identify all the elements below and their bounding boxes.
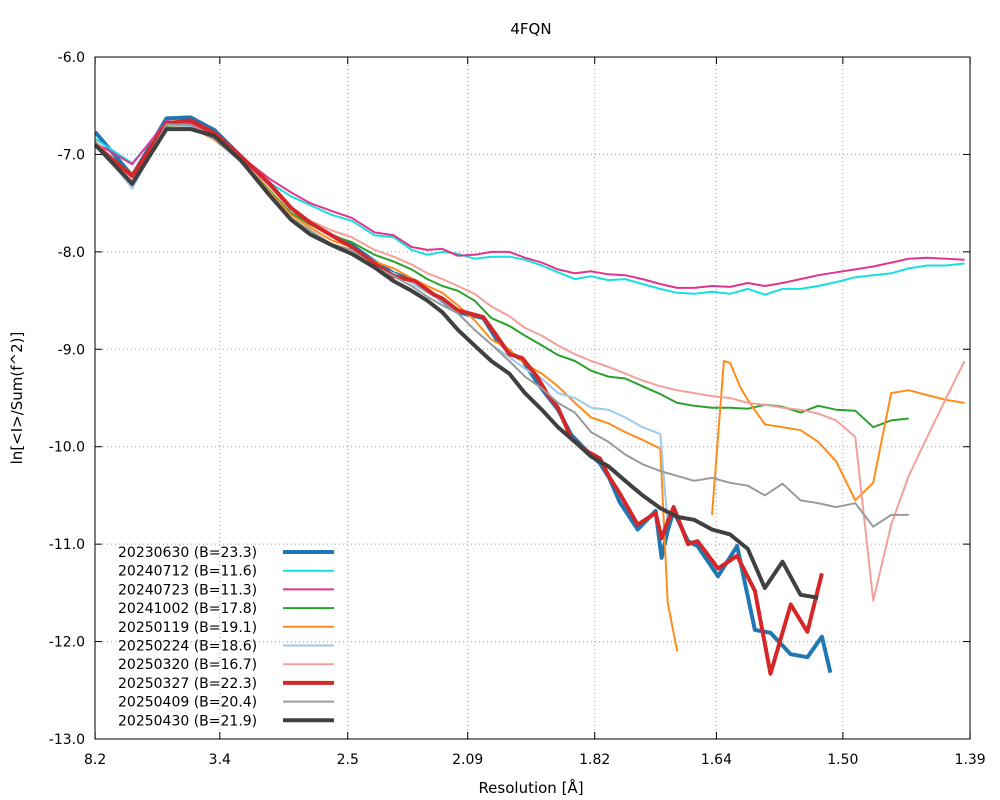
series-line-20250320-b-16-7 — [95, 123, 966, 602]
y-tick-label: -9.0 — [58, 342, 85, 358]
y-axis-label: ln[<I>/Sum(f^2)] — [8, 332, 26, 465]
x-tick-label: 8.2 — [84, 752, 106, 768]
y-tick-label: -11.0 — [49, 537, 85, 553]
series-line-20240723-b-11-3 — [95, 120, 965, 289]
x-tick-label: 1.50 — [827, 752, 858, 768]
y-tick-label: -10.0 — [49, 440, 85, 456]
legend-label: 20230630 (B=23.3) — [118, 545, 257, 561]
x-tick-label: 2.5 — [337, 752, 359, 768]
x-tick-label: 2.09 — [452, 752, 483, 768]
y-tick-label: -7.0 — [58, 147, 85, 163]
legend-label: 20250224 (B=18.6) — [118, 639, 257, 655]
series-line-20250430-b-21-9 — [95, 127, 819, 600]
legend-label: 20240723 (B=11.3) — [118, 582, 257, 598]
series-layer — [95, 115, 966, 676]
series-line-20250224-b-18-6 — [95, 124, 669, 525]
legend-label: 20250430 (B=21.9) — [118, 713, 257, 729]
series-line-20240712-b-11-6 — [95, 122, 965, 296]
legend-label: 20250409 (B=20.4) — [118, 695, 257, 711]
legend-label: 20250119 (B=19.1) — [118, 620, 257, 636]
chart-title: 4FQN — [510, 20, 551, 38]
y-tick-label: -6.0 — [58, 50, 85, 66]
legend-label: 20240712 (B=11.6) — [118, 564, 257, 580]
series-line-20250327-b-22-3 — [95, 118, 824, 676]
y-tick-label: -8.0 — [58, 245, 85, 261]
y-tick-label: -13.0 — [49, 732, 85, 748]
legend: 20230630 (B=23.3) 20240712 (B=11.6) 202407… — [118, 545, 334, 729]
series-line-20241002-b-17-8 — [95, 124, 909, 429]
x-tick-label: 1.39 — [955, 752, 986, 768]
plot-frame — [94, 56, 971, 740]
legend-label: 20250327 (B=22.3) — [118, 676, 257, 692]
x-tick-label: 1.82 — [579, 752, 610, 768]
x-tick-label: 1.64 — [701, 752, 732, 768]
legend-label: 20250320 (B=16.7) — [118, 657, 257, 673]
x-tick-label: 3.4 — [209, 752, 231, 768]
legend-label: 20241002 (B=17.8) — [118, 601, 257, 617]
x-axis-label: Resolution [Å] — [478, 778, 583, 797]
series-line-20250409-b-20-4 — [95, 123, 909, 528]
y-tick-label: -12.0 — [49, 635, 85, 651]
axes: 8.2 3.4 2.5 2.09 1.82 1.64 1.50 1.39 -6.0 -7.0 -8.… — [49, 50, 986, 768]
